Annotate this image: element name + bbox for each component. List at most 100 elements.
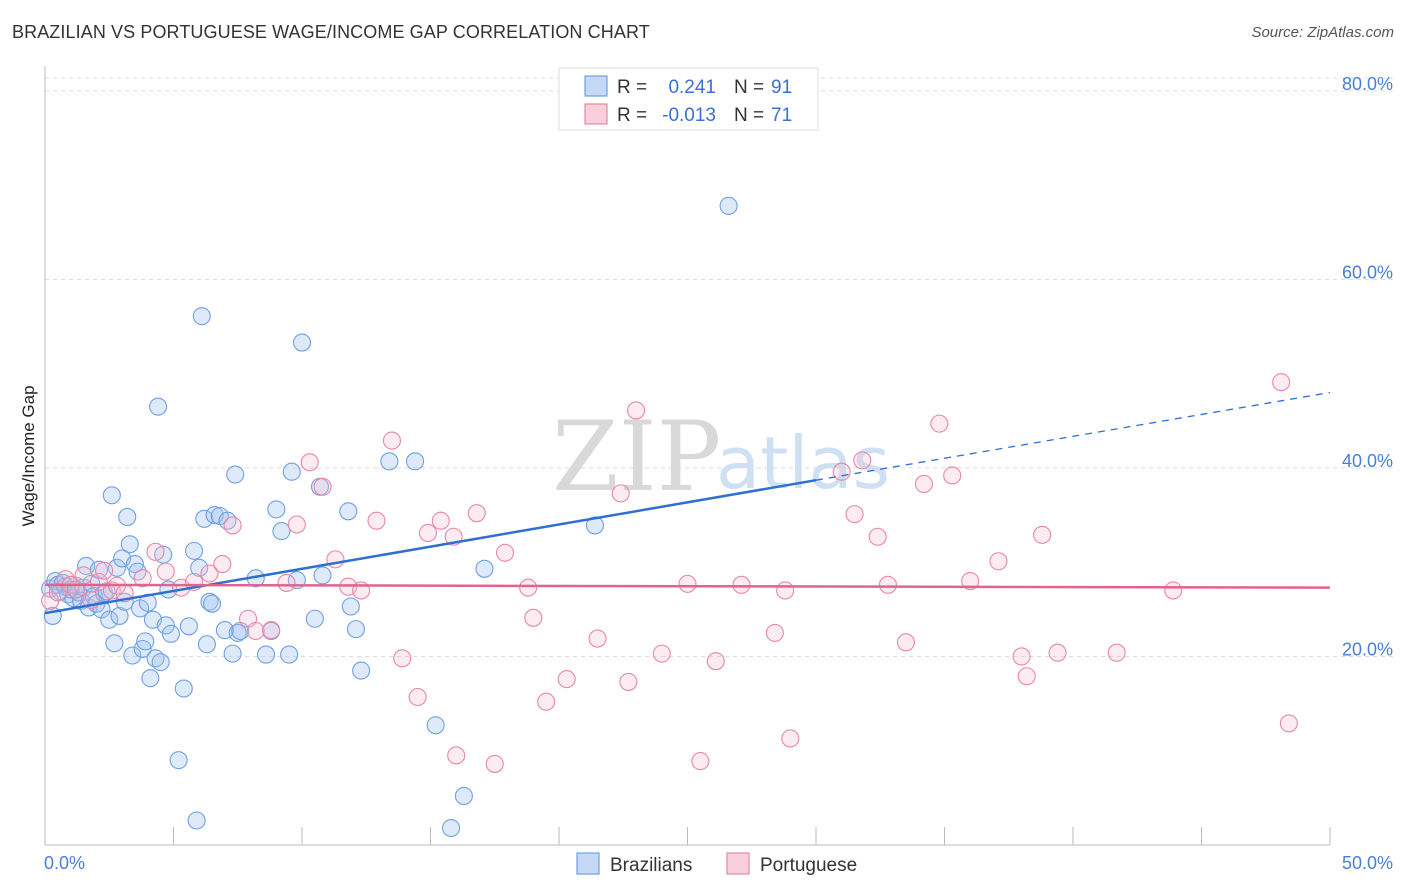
bottom-legend-portuguese: Portuguese (760, 855, 857, 876)
point-portuguese-18 (213, 555, 232, 574)
point-portuguese-31 (382, 431, 402, 450)
point-portuguese-32 (393, 649, 412, 668)
point-portuguese-43 (537, 692, 556, 711)
point-brazilians-56 (197, 635, 216, 654)
point-brazilians-68 (256, 645, 276, 664)
point-portuguese-33 (408, 687, 427, 707)
point-portuguese-61 (878, 575, 898, 594)
y-tick-label-2: 60.0% (1342, 262, 1393, 282)
point-brazilians-31 (120, 535, 139, 554)
point-portuguese-51 (691, 752, 710, 771)
point-portuguese-37 (447, 746, 466, 765)
point-brazilians-89 (585, 516, 605, 535)
point-brazilians-42 (149, 397, 168, 416)
point-portuguese-34 (418, 523, 437, 543)
point-portuguese-59 (853, 451, 872, 470)
point-brazilians-23 (100, 610, 119, 629)
point-brazilians-24 (102, 486, 121, 505)
point-portuguese-30 (367, 511, 386, 530)
point-portuguese-5 (74, 566, 93, 585)
legend-n-label-portuguese: N = (734, 105, 764, 126)
chart-title: BRAZILIAN VS PORTUGUESE WAGE/INCOME GAP … (12, 22, 650, 42)
y-axis-label: Wage/Income Gap (19, 385, 38, 526)
trend-line-portuguese (44, 583, 1331, 589)
point-portuguese-75 (1279, 714, 1298, 733)
y-tick-label-3: 80.0% (1342, 74, 1393, 94)
trend-line-brazilians-projection (815, 391, 1331, 481)
point-portuguese-21 (246, 621, 265, 641)
point-brazilians-53 (190, 558, 209, 577)
point-brazilians-85 (426, 716, 445, 735)
source-label: Source: ZipAtlas.com (1251, 24, 1394, 41)
point-portuguese-8 (95, 561, 114, 580)
point-brazilians-72 (280, 645, 299, 664)
legend-n-value-brazilians: 91 (771, 77, 792, 98)
point-portuguese-62 (896, 633, 916, 652)
point-portuguese-63 (914, 474, 933, 494)
point-portuguese-49 (652, 644, 671, 663)
point-brazilians-39 (141, 669, 160, 688)
tick-labels: 20.0% 40.0% 60.0% 80.0% 0.0% 50.0% (44, 74, 1393, 873)
point-brazilians-32 (123, 646, 142, 665)
point-brazilians-83 (380, 452, 399, 471)
point-portuguese-74 (1272, 373, 1291, 392)
point-portuguese-19 (223, 516, 242, 535)
point-brazilians-70 (267, 500, 286, 519)
point-brazilians-52 (187, 811, 206, 830)
point-portuguese-12 (133, 569, 152, 588)
point-brazilians-86 (442, 818, 461, 838)
point-portuguese-53 (732, 575, 751, 594)
point-portuguese-70 (1033, 525, 1052, 544)
point-portuguese-46 (611, 484, 630, 503)
trend-lines (44, 391, 1331, 615)
point-brazilians-58 (203, 594, 222, 613)
point-portuguese-24 (287, 515, 306, 534)
point-portuguese-39 (485, 754, 504, 773)
point-brazilians-30 (118, 507, 137, 526)
point-brazilians-57 (200, 592, 219, 611)
point-brazilians-78 (313, 566, 332, 585)
legend-r-value-portuguese: -0.013 (662, 105, 716, 126)
point-brazilians-54 (192, 307, 211, 326)
point-brazilians-76 (305, 609, 324, 628)
point-portuguese-64 (930, 414, 949, 433)
point-portuguese-42 (524, 608, 543, 627)
point-brazilians-87 (454, 786, 473, 806)
point-portuguese-13 (146, 542, 165, 561)
point-brazilians-48 (169, 751, 188, 770)
watermark-atlas: atlas (716, 421, 890, 505)
point-portuguese-68 (1012, 647, 1031, 666)
point-brazilians-50 (179, 617, 198, 636)
point-brazilians-51 (185, 541, 204, 560)
point-portuguese-58 (845, 505, 864, 524)
point-portuguese-60 (868, 527, 887, 546)
point-portuguese-17 (200, 564, 219, 583)
x-tick-label-1: 50.0% (1342, 853, 1393, 873)
point-brazilians-25 (105, 634, 124, 653)
point-brazilians-75 (292, 333, 312, 352)
point-brazilians-71 (272, 522, 291, 541)
point-portuguese-55 (776, 581, 795, 600)
point-portuguese-25 (300, 453, 319, 472)
point-portuguese-41 (519, 578, 538, 597)
grid (45, 77, 1395, 657)
bottom-legend-swatch-brazilians (576, 852, 600, 875)
point-portuguese-65 (943, 466, 962, 485)
watermark-zip: ZIP (552, 401, 721, 513)
point-portuguese-23 (277, 573, 296, 592)
point-brazilians-37 (136, 632, 155, 651)
legend-r-value-brazilians: 0.241 (668, 77, 716, 98)
point-portuguese-48 (627, 401, 646, 420)
point-portuguese-66 (961, 571, 980, 591)
point-portuguese-72 (1107, 643, 1126, 662)
point-brazilians-36 (133, 639, 152, 658)
point-portuguese-40 (495, 543, 515, 562)
bottom-legend: Brazilians Portuguese (576, 852, 857, 876)
axes (44, 66, 1331, 846)
legend-n-label-brazilians: N = (734, 77, 764, 98)
point-brazilians-82 (352, 661, 371, 680)
point-brazilians-45 (156, 616, 175, 635)
point-brazilians-88 (475, 559, 494, 578)
point-portuguese-22 (262, 621, 281, 640)
